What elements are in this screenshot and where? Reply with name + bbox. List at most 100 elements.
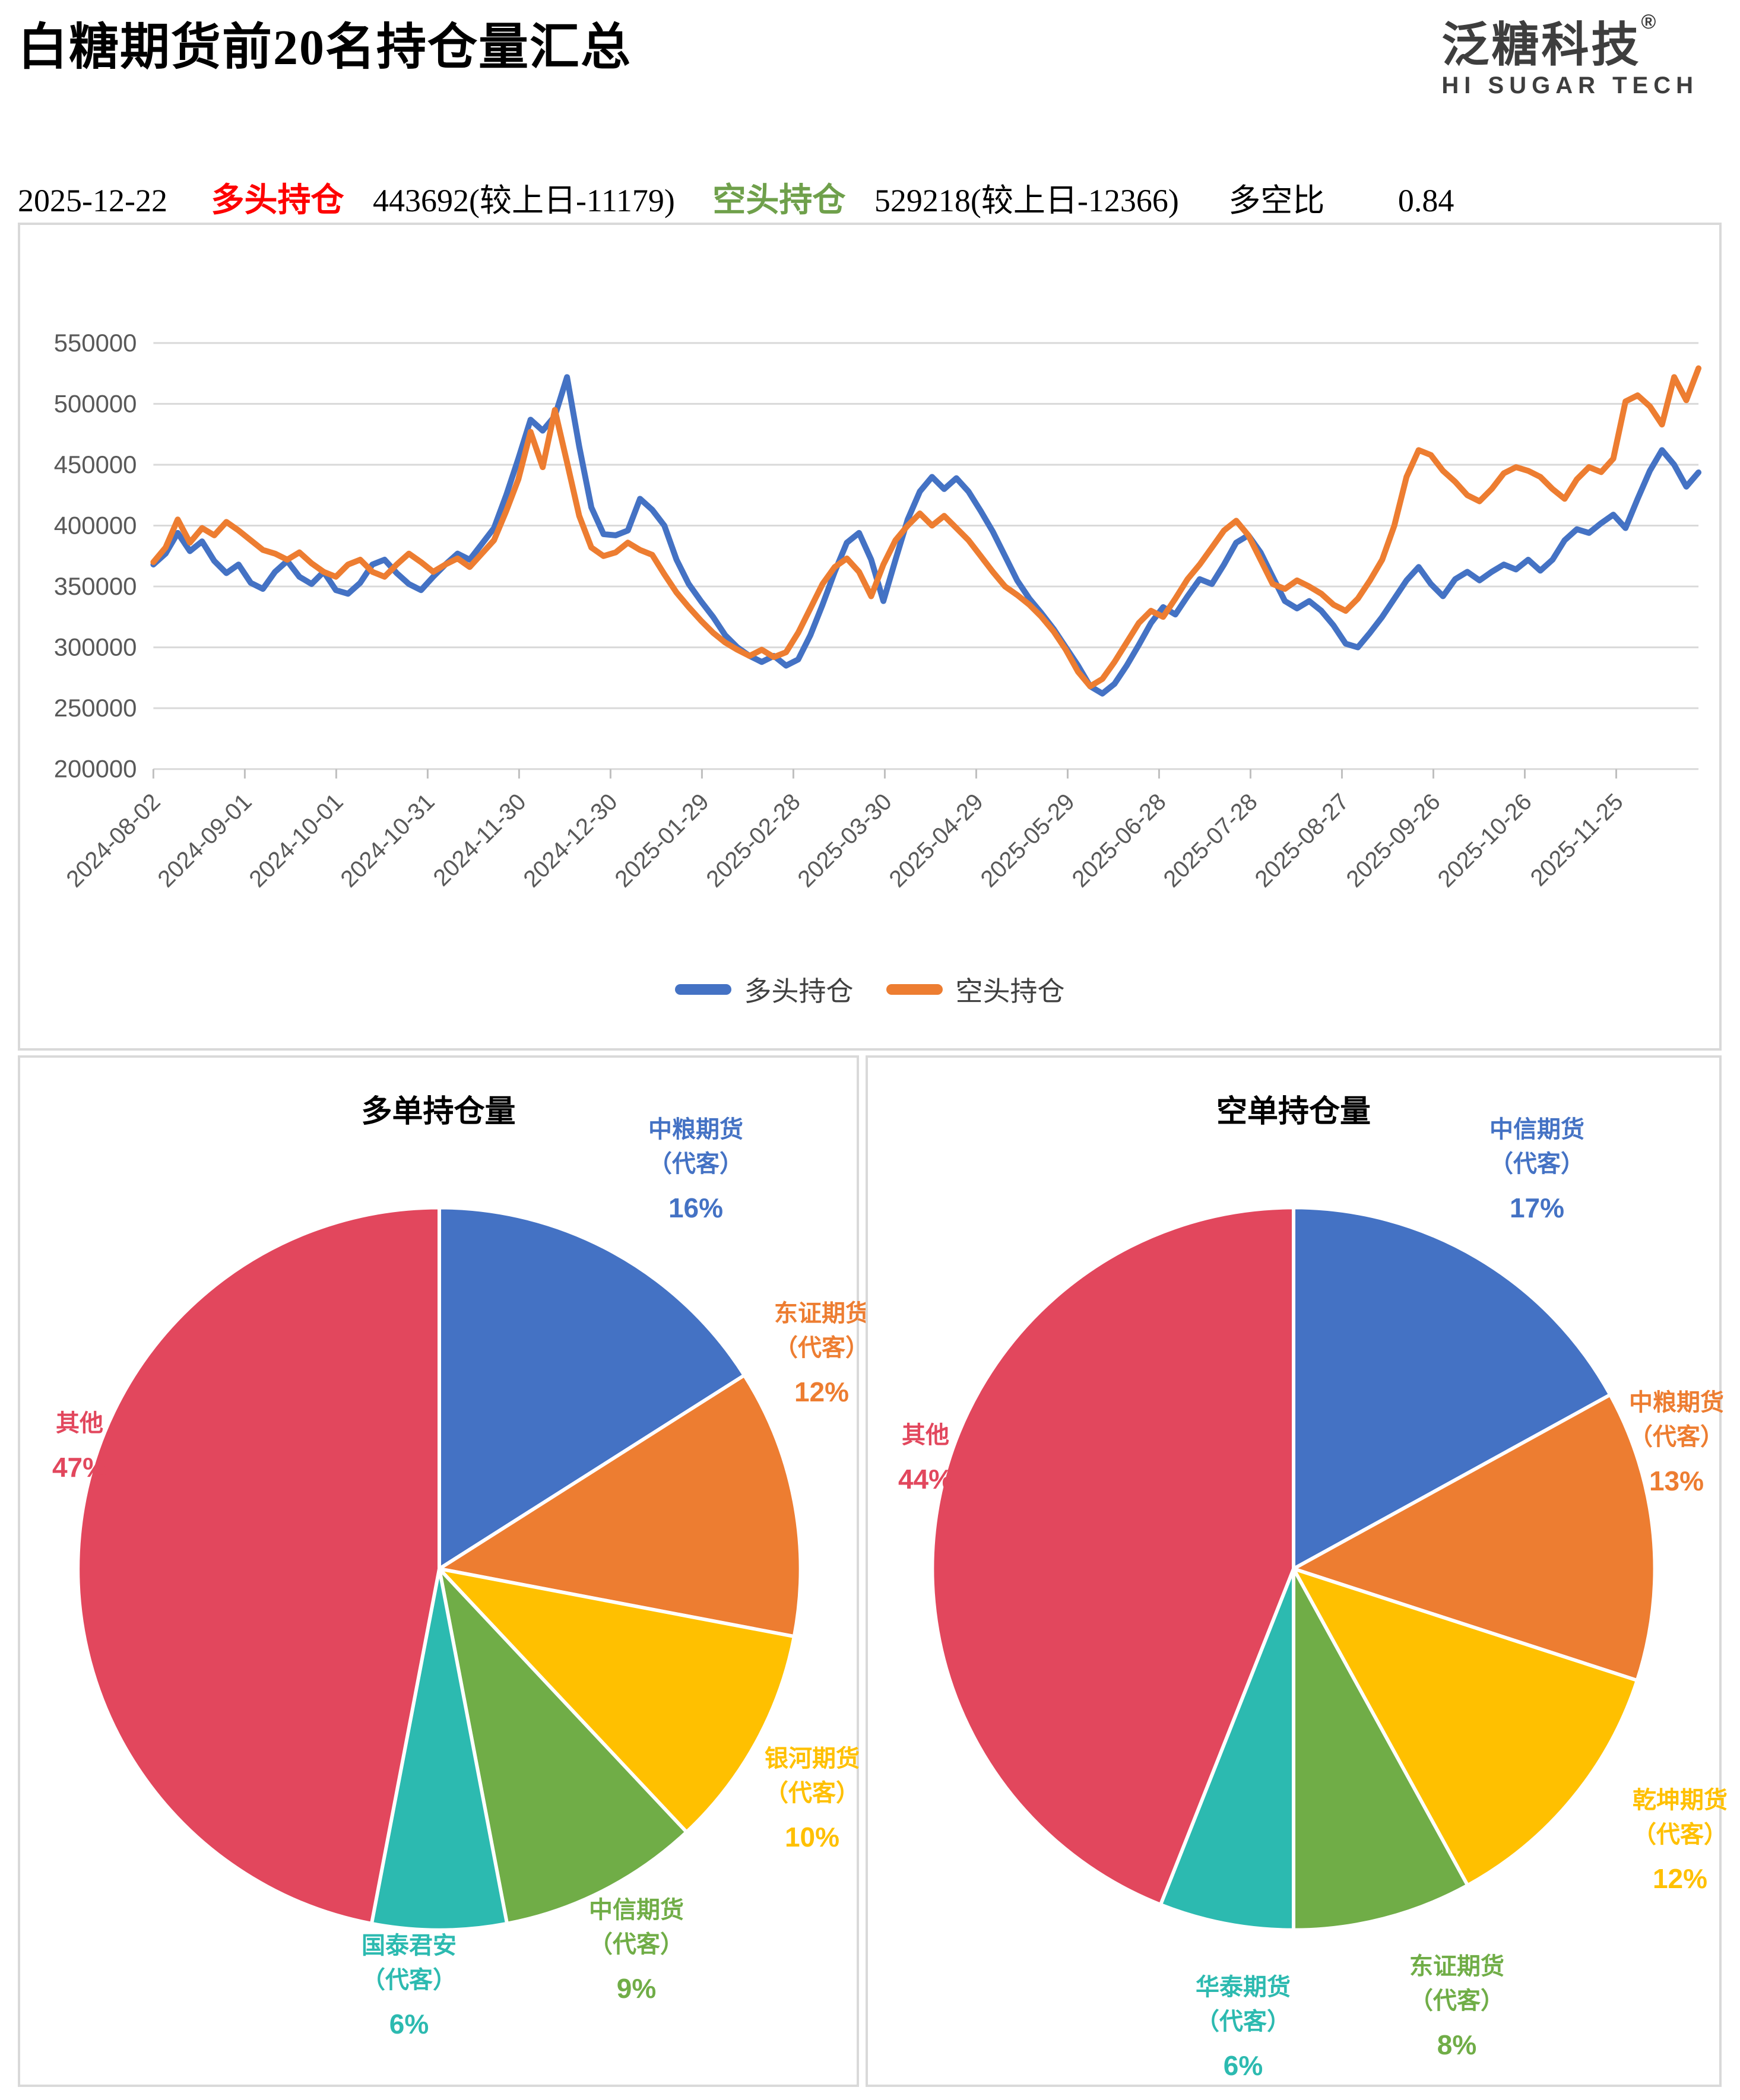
long-short-ratio-value: 0.84: [1397, 183, 1454, 218]
pie-slice-label-东证期货: 东证期货 （代客） 8%: [1397, 1949, 1516, 2065]
short-series-swatch: [886, 984, 943, 995]
pie-slice-name-line: 其他: [902, 1422, 949, 1448]
summary-stats-bar: 2025-12-22 多头持仓 443692(较上日-11179) 空头持仓 5…: [18, 173, 1722, 221]
x-axis-tick-label: 2025-10-26: [1432, 789, 1536, 893]
pie-slice-label-银河期货: 银河期货 （代客） 10%: [759, 1741, 866, 1857]
x-axis-tick-label: 2025-04-29: [884, 789, 988, 893]
positions-line-chart: 200000 250000 300000 350000 400000 450000 5000…: [54, 329, 1702, 893]
x-axis-tick-label: 2025-01-29: [610, 789, 714, 893]
x-axis-tick-label: 2024-11-30: [428, 789, 531, 892]
pie-slice-name-line: 其他: [56, 1410, 103, 1436]
pie-slice-label-中信期货: 中信期货 （代客） 9%: [577, 1893, 696, 2009]
pie-slice-percent: 16%: [668, 1192, 724, 1223]
pie-slice-percent: 10%: [784, 1822, 840, 1852]
pie-slice-name-line: 东证期货: [1409, 1953, 1504, 1980]
legend-item-long: 多头持仓: [674, 970, 854, 1009]
x-axis-tick-label: 2024-10-01: [244, 789, 348, 893]
pie-slice-name-line: （代客）: [1633, 1821, 1728, 1848]
pie-slice-label-其他: 其他 44%: [875, 1418, 976, 1499]
pie-slice-name-line: 国泰君安: [362, 1932, 457, 1959]
short-pie-chart: [930, 1206, 1657, 1932]
pie-slice-name-line: 乾坤期货: [1633, 1787, 1728, 1813]
pie-slice-label-中粮期货: 中粮期货 （代客） 13%: [1623, 1385, 1730, 1501]
pie-slice-中粮期货: [1292, 1392, 1657, 1683]
y-axis-tick-label: 250000: [54, 694, 137, 722]
pie-slice-percent: 6%: [1223, 2050, 1263, 2081]
x-axis-tick-label: 2025-05-29: [975, 789, 1079, 893]
pie-slice-中信期货: [1292, 1206, 1612, 1571]
pie-slice-percent: 12%: [794, 1376, 850, 1407]
chart-legend: 多头持仓 空头持仓: [20, 970, 1719, 1009]
pie-slice-name-line: 银河期货: [765, 1745, 860, 1772]
long-pie-panel: 多单持仓量 中粮期货 （代客） 16% 东证期货 （代客） 12% 银河期货 （代客） 10% 中…: [18, 1055, 869, 2087]
page-title: 白糖期货前20名持仓量汇总: [18, 20, 632, 75]
pie-slice-percent: 44%: [898, 1464, 953, 1495]
y-axis-tick-label: 350000: [54, 572, 137, 600]
registered-mark-icon: ®: [1641, 11, 1659, 33]
y-axis-tick-label: 400000: [54, 511, 137, 539]
pie-slice-percent: 6%: [389, 2009, 429, 2039]
pie-slice-name-line: （代客）: [1629, 1423, 1724, 1450]
legend-short-label: 空头持仓: [955, 976, 1065, 1007]
pie-slice-name-line: 中信期货: [589, 1896, 684, 1923]
pie-slice-name-line: 华泰期货: [1196, 1974, 1291, 2000]
pie-slice-name-line: 中粮期货: [1629, 1389, 1724, 1416]
pie-slice-name-line: 中信期货: [1489, 1116, 1584, 1143]
pie-slice-name-line: （代客）: [1196, 2008, 1291, 2035]
pie-slice-name-line: （代客）: [362, 1966, 457, 1993]
pie-slice-percent: 47%: [52, 1452, 107, 1483]
pie-slice-name-line: （代客）: [1489, 1150, 1584, 1177]
long-series-swatch: [674, 984, 731, 995]
short-position-label: 空头持仓: [712, 182, 846, 219]
pie-slice-乾坤期货: [1292, 1567, 1639, 1888]
y-axis-tick-label: 200000: [54, 755, 137, 783]
pie-slice-name-line: （代客）: [589, 1931, 684, 1958]
x-axis-tick-label: 2025-07-28: [1158, 789, 1262, 893]
x-axis-tick-label: 2025-02-28: [701, 789, 805, 893]
pie-slice-东证期货: [438, 1373, 803, 1639]
pie-slice-中粮期货: [438, 1206, 746, 1571]
pie-slice-label-华泰期货: 华泰期货 （代客） 6%: [1184, 1970, 1302, 2086]
pie-slice-中信期货: [438, 1567, 689, 1925]
pie-slice-华泰期货: [1158, 1567, 1295, 1932]
y-axis-tick-label: 500000: [54, 389, 137, 417]
pie-slice-国泰君安: [369, 1567, 509, 1932]
pie-slice-label-中粮期货: 中粮期货 （代客） 16%: [625, 1112, 767, 1228]
pie-slice-label-其他: 其他 47%: [29, 1406, 130, 1487]
pie-slice-percent: 13%: [1649, 1465, 1704, 1496]
pie-slice-东证期货: [1292, 1567, 1470, 1932]
y-axis-tick-label: 450000: [54, 451, 137, 478]
pie-slice-label-乾坤期货: 乾坤期货 （代客） 12%: [1627, 1783, 1733, 1899]
report-date: 2025-12-22: [18, 183, 167, 218]
y-axis-tick-label: 300000: [54, 633, 137, 661]
brand-logo-zh: 泛糖科技®: [1441, 11, 1659, 71]
pie-slice-name-line: 东证期货: [774, 1300, 869, 1327]
pie-slice-银河期货: [438, 1567, 796, 1834]
pie-slice-label-东证期货: 东证期货 （代客） 12%: [768, 1296, 875, 1412]
pie-slice-percent: 9%: [616, 1973, 657, 2004]
x-axis-tick-label: 2024-09-01: [153, 789, 256, 893]
pie-slice-percent: 8%: [1437, 2029, 1477, 2060]
x-axis-tick-label: 2024-08-02: [61, 789, 165, 893]
brand-logo-en: HI SUGAR TECH: [1441, 72, 1698, 99]
short-pie-title: 空单持仓量: [1216, 1095, 1371, 1129]
pie-slice-name-line: （代客）: [765, 1779, 860, 1806]
line-chart-panel: 200000 250000 300000 350000 400000 450000 5000…: [18, 223, 1722, 1051]
pie-slice-name-line: （代客）: [648, 1150, 743, 1177]
pie-slice-percent: 17%: [1509, 1192, 1565, 1223]
x-axis-tick-label: 2025-09-26: [1341, 789, 1445, 893]
short-position-value: 529218(较上日-12366): [874, 183, 1179, 218]
pie-slice-其他: [930, 1206, 1295, 1907]
pie-slice-name-line: 中粮期货: [648, 1116, 743, 1143]
long-position-value: 443692(较上日-11179): [372, 183, 675, 218]
x-axis-tick-label: 2024-12-30: [518, 789, 622, 893]
pie-slice-label-国泰君安: 国泰君安 （代客） 6%: [350, 1928, 468, 2044]
long-pie-chart: [76, 1206, 803, 1932]
legend-item-short: 空头持仓: [886, 970, 1065, 1009]
x-axis-tick-label: 2025-08-27: [1250, 789, 1354, 893]
long-short-ratio-label: 多空比: [1228, 183, 1325, 218]
series-line-多头持仓: [150, 374, 1702, 697]
pie-slice-label-中信期货: 中信期货 （代客） 17%: [1466, 1112, 1608, 1228]
series-line-空头持仓: [150, 365, 1702, 690]
x-axis-tick-label: 2025-03-30: [793, 789, 896, 893]
